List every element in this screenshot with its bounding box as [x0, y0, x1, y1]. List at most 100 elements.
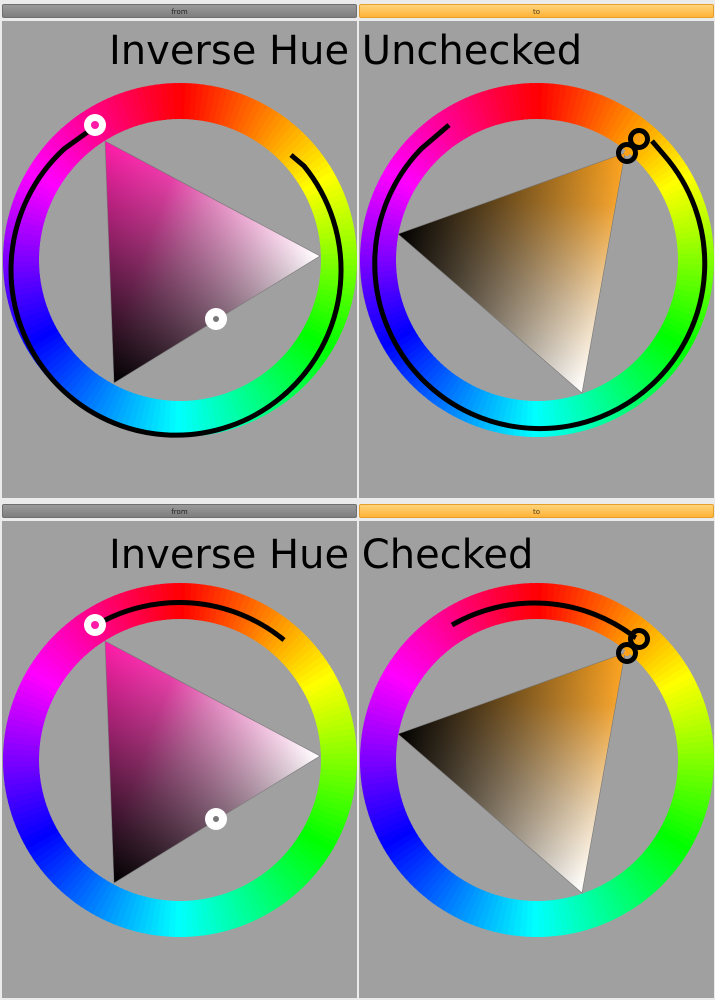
hue-segment[interactable] — [36, 650, 70, 678]
hue-segment[interactable] — [304, 321, 340, 345]
hue-segment[interactable] — [366, 704, 404, 722]
hue-segment[interactable] — [396, 346, 430, 375]
hue-segment[interactable] — [11, 802, 48, 822]
hue-segment[interactable] — [43, 849, 76, 880]
hue-segment[interactable] — [637, 136, 670, 167]
hue-segment[interactable] — [304, 821, 340, 845]
hue-segment[interactable] — [277, 857, 309, 889]
hue-segment[interactable] — [13, 807, 50, 828]
hue-segment[interactable] — [23, 170, 59, 195]
hue-segment[interactable] — [413, 360, 444, 393]
hue-segment[interactable] — [641, 640, 674, 671]
hue-segment[interactable] — [26, 829, 61, 855]
hue-segment[interactable] — [386, 334, 421, 360]
hue-segment[interactable] — [653, 660, 688, 686]
hue-segment[interactable] — [118, 392, 138, 429]
hue-segment[interactable] — [266, 867, 295, 901]
hue-segment[interactable] — [447, 881, 472, 917]
hue-segment[interactable] — [299, 829, 334, 855]
hue-segment[interactable] — [296, 660, 331, 686]
hue-handle-icon[interactable] — [628, 628, 650, 650]
hue-segment[interactable] — [241, 100, 265, 136]
hue-segment[interactable] — [20, 321, 56, 345]
hue-segment[interactable] — [15, 812, 52, 833]
hue-segment[interactable] — [293, 838, 328, 865]
hue-segment[interactable] — [560, 897, 575, 935]
hue-segment[interactable] — [615, 112, 642, 147]
hue-segment[interactable] — [408, 631, 440, 663]
hue-segment[interactable] — [469, 890, 490, 927]
hue-segment[interactable] — [658, 825, 694, 850]
hue-segment[interactable] — [284, 849, 317, 880]
hue-segment[interactable] — [29, 334, 64, 360]
hue-segment[interactable] — [647, 150, 681, 178]
hue-segment[interactable] — [293, 338, 328, 365]
color-wheel-canvas[interactable] — [2, 521, 357, 998]
hue-segment[interactable] — [245, 881, 270, 917]
hue-segment[interactable] — [5, 783, 43, 798]
hue-segment[interactable] — [273, 127, 304, 160]
hue-segment[interactable] — [32, 155, 67, 182]
hue-segment[interactable] — [296, 160, 331, 186]
hue-segment[interactable] — [644, 846, 678, 875]
hue-segment[interactable] — [60, 864, 91, 897]
hue-segment[interactable] — [23, 670, 59, 695]
hue-segment[interactable] — [198, 398, 212, 436]
hue-segment[interactable] — [667, 192, 704, 213]
hue-segment[interactable] — [417, 623, 448, 656]
hue-segment[interactable] — [458, 97, 481, 134]
hue-segment[interactable] — [598, 100, 622, 136]
hue-segment[interactable] — [481, 89, 499, 127]
hue-segment[interactable] — [280, 636, 313, 667]
hue-segment[interactable] — [101, 97, 124, 134]
hue-segment[interactable] — [675, 728, 713, 742]
hue-segment[interactable] — [178, 900, 188, 938]
hue-segment[interactable] — [277, 131, 309, 163]
hue-segment[interactable] — [422, 867, 451, 901]
hue-segment[interactable] — [32, 338, 67, 365]
hue-segment[interactable] — [222, 392, 242, 429]
hue-segment[interactable] — [8, 793, 45, 810]
hue-segment[interactable] — [313, 798, 351, 816]
hue-segment[interactable] — [413, 627, 444, 660]
hue-segment[interactable] — [290, 342, 324, 370]
hue-segment[interactable] — [359, 758, 397, 768]
hue-segment[interactable] — [198, 898, 212, 936]
hue-segment[interactable] — [26, 165, 61, 191]
hue-ring[interactable] — [2, 582, 357, 938]
hue-segment[interactable] — [178, 400, 188, 438]
hue-segment[interactable] — [665, 812, 702, 833]
hue-segment[interactable] — [575, 893, 593, 931]
hue-segment[interactable] — [365, 793, 402, 810]
hue-segment[interactable] — [584, 93, 605, 130]
hue-segment[interactable] — [366, 298, 404, 316]
hue-segment[interactable] — [299, 665, 334, 691]
hue-segment[interactable] — [634, 631, 666, 663]
hue-segment[interactable] — [380, 825, 416, 850]
hue-segment[interactable] — [663, 181, 700, 204]
hue-segment[interactable] — [361, 778, 399, 792]
color-wheel[interactable] — [2, 521, 357, 998]
hue-segment[interactable] — [452, 884, 476, 920]
hue-segment[interactable] — [669, 198, 706, 218]
color-wheel-canvas[interactable] — [2, 21, 357, 498]
hue-segment[interactable] — [634, 857, 666, 889]
hue-segment[interactable] — [20, 821, 56, 845]
hue-segment[interactable] — [36, 842, 70, 870]
hue-handle-icon[interactable] — [628, 128, 650, 150]
hue-segment[interactable] — [393, 342, 427, 370]
hue-segment[interactable] — [290, 842, 324, 870]
hue-segment[interactable] — [258, 873, 285, 908]
hue-segment[interactable] — [17, 816, 54, 839]
hue-segment[interactable] — [400, 640, 433, 671]
hue-segment[interactable] — [70, 616, 98, 650]
hue-segment[interactable] — [254, 876, 280, 911]
hue-segment[interactable] — [372, 312, 409, 333]
hue-segment[interactable] — [386, 834, 421, 860]
hue-segment[interactable] — [227, 93, 248, 130]
hue-segment[interactable] — [29, 834, 64, 860]
hue-segment[interactable] — [218, 89, 236, 127]
hue-segment[interactable] — [427, 870, 455, 904]
hue-segment[interactable] — [11, 698, 48, 718]
hue-segment[interactable] — [312, 302, 349, 322]
